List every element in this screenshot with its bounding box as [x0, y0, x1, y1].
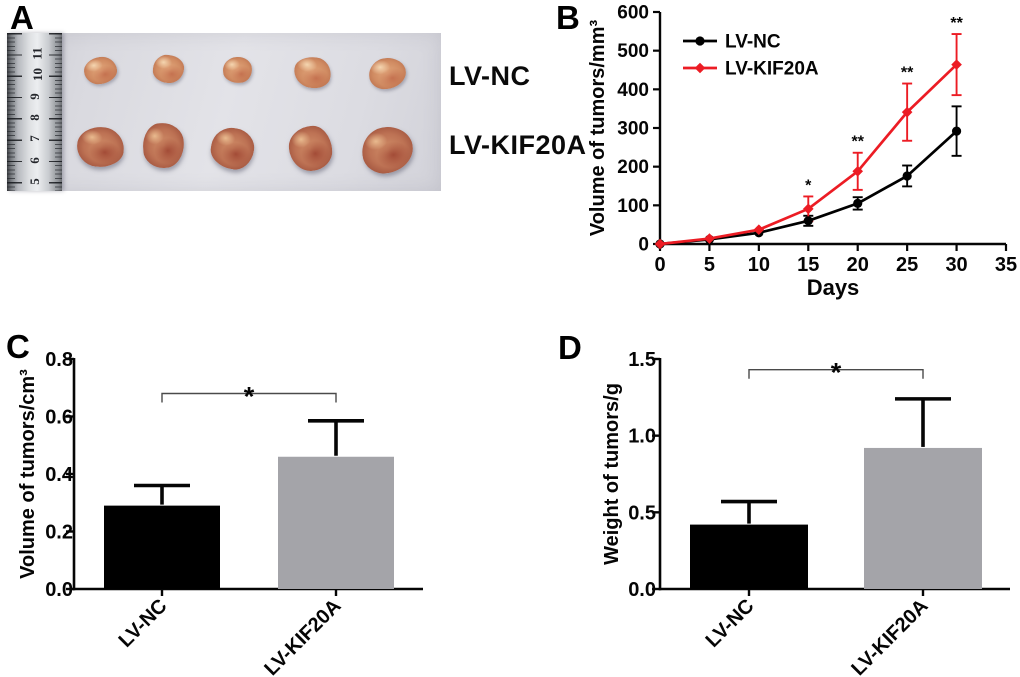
ruler-number: 7 [26, 135, 42, 142]
tumor-blob-lv-kif20a [286, 123, 334, 173]
y-tick-label: 1.5 [628, 349, 656, 371]
x-tick-label: 0 [654, 254, 665, 276]
x-tick-label: 20 [847, 254, 869, 276]
y-tick-label: 0.8 [45, 349, 73, 371]
panel-label-b: B [556, 0, 580, 36]
y-axis-title-text: Weight of tumors/g [601, 383, 623, 565]
bar-lv-nc [104, 505, 220, 589]
tumor-blob-lv-kif20a [141, 121, 185, 169]
significance-marker: * [831, 358, 842, 388]
category-label-group: LV-KIF20A [260, 595, 345, 677]
x-tick-label: 15 [797, 254, 819, 276]
x-tick-label: 10 [748, 254, 770, 276]
data-point [852, 166, 864, 177]
tumor-blob-lv-nc [221, 56, 253, 84]
legend-marker [694, 62, 706, 74]
ruler-number: 5 [26, 178, 42, 185]
y-axis-title: Volume of tumors/cm³ [17, 369, 39, 579]
ruler-number: 9 [26, 92, 42, 100]
photo-row-label-lv-kif20a: LV-KIF20A [449, 130, 587, 160]
data-point [902, 171, 912, 181]
panel-label-a: A [10, 0, 34, 36]
category-label: LV-KIF20A [847, 595, 932, 677]
ruler-number: 11 [29, 47, 45, 60]
y-axis-title: Weight of tumors/g [601, 383, 623, 565]
tumor-photo: 11 10 9 8 7 6 5 [7, 33, 441, 191]
data-point [951, 126, 962, 136]
significance-marker: * [244, 382, 255, 412]
category-label: LV-NC [115, 595, 172, 652]
y-tick-label: 0.0 [628, 579, 656, 601]
y-tick-label: 300 [617, 119, 649, 140]
significance-marker: * [805, 177, 812, 194]
significance-marker: ** [950, 15, 963, 32]
y-axis-title-text: Volume of tumors/mm³ [587, 20, 609, 237]
tumor-blob-lv-nc [367, 55, 407, 91]
ruler-number: 10 [30, 68, 45, 82]
tumor-blob-lv-nc [291, 53, 333, 91]
category-label-group: LV-NC [702, 595, 759, 652]
significance-marker: ** [901, 65, 914, 82]
bar-lv-nc [690, 524, 808, 589]
panel-label-d: D [558, 329, 582, 366]
ruler-number: 8 [26, 114, 42, 121]
significance-marker: ** [851, 134, 864, 151]
ruler-number: 6 [26, 156, 42, 164]
category-label: LV-KIF20A [260, 595, 345, 677]
data-point [853, 198, 863, 208]
photo-row-label-lv-nc: LV-NC [449, 61, 531, 91]
y-tick-label: 0.4 [45, 464, 74, 486]
significance-bracket [161, 392, 337, 403]
category-label: LV-NC [702, 595, 759, 652]
y-axis-title: Volume of tumors/mm³ [587, 20, 609, 237]
tumor-blob-lv-nc [81, 54, 119, 86]
data-point [951, 59, 962, 70]
y-axis-title-text: Volume of tumors/cm³ [17, 369, 39, 579]
panel-label-c: C [6, 328, 30, 365]
tumor-blob-lv-kif20a [74, 124, 126, 170]
y-tick-label: 0.6 [45, 407, 73, 429]
ruler: 11 10 9 8 7 6 5 [7, 33, 62, 191]
x-tick-label: 5 [704, 254, 715, 276]
y-tick-label: 0.5 [628, 502, 656, 524]
tumor-volume-growth-line-chart: 0 100 200 300 400 500 600 0 5 10 15 20 25 30 35 Volume … [587, 3, 1017, 301]
y-tick-label: 100 [617, 196, 649, 217]
significance-bracket [748, 369, 924, 379]
x-tick-label: 30 [945, 254, 967, 276]
tumor-blob-lv-nc [151, 53, 185, 85]
bar-lv-kif20a [278, 456, 394, 589]
y-tick-label: 0.2 [45, 522, 73, 544]
category-label-group: LV-KIF20A [847, 595, 932, 677]
ruler-ticks-left-mm [7, 33, 15, 191]
data-point [803, 216, 813, 226]
x-tick-label: 25 [896, 254, 918, 276]
legend-label: LV-KIF20A [725, 59, 819, 80]
data-point [704, 233, 715, 244]
legend-marker [695, 36, 705, 46]
tumor-volume-bar-chart: 0.0 0.2 0.4 0.6 0.8 Volume of tumors/cm³ LV-NC… [17, 349, 423, 677]
data-point [802, 203, 814, 215]
legend-label: LV-NC [725, 32, 781, 53]
x-axis-title: Days [807, 275, 860, 300]
y-tick-label: 0 [638, 235, 649, 256]
y-tick-label: 400 [617, 80, 649, 101]
y-tick-label: 0.0 [45, 579, 73, 601]
bar-lv-kif20a [864, 447, 982, 589]
ruler-ticks-right-mm [55, 33, 62, 191]
category-label-group: LV-NC [115, 595, 172, 652]
y-tick-label: 500 [617, 41, 649, 62]
y-tick-label: 1.0 [628, 426, 656, 448]
data-point [901, 106, 913, 118]
tumor-blob-lv-kif20a [207, 124, 257, 172]
tumor-blob-lv-kif20a [358, 123, 416, 177]
x-tick-label: 35 [995, 254, 1017, 276]
y-tick-label: 200 [617, 157, 649, 178]
data-point [654, 238, 666, 250]
data-point [753, 224, 765, 235]
y-tick-label: 600 [617, 3, 649, 24]
